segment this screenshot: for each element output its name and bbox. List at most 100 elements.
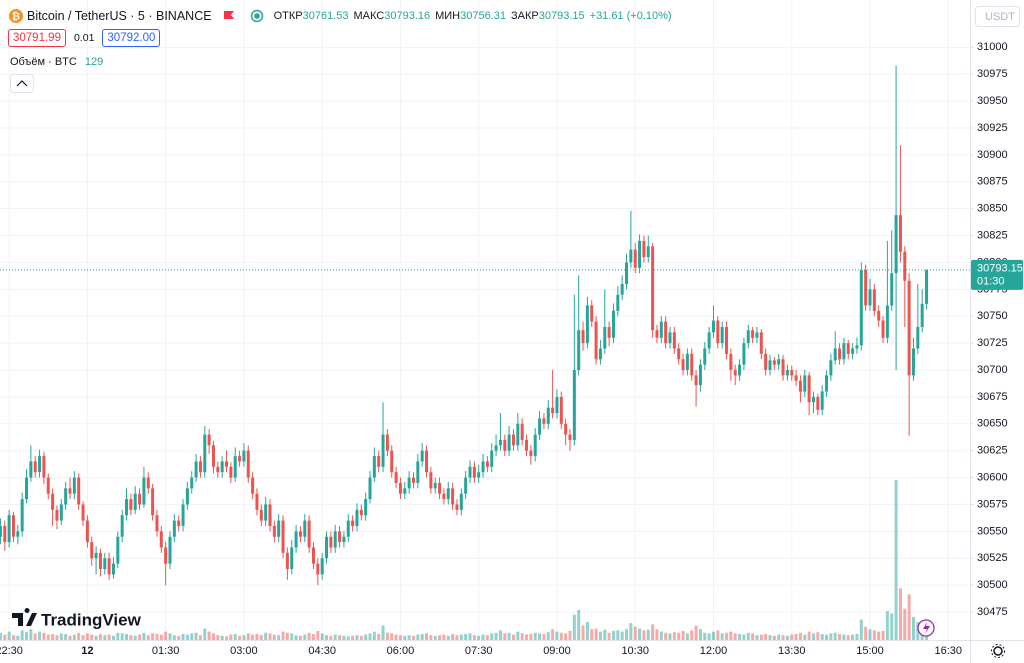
candle-body: [811, 396, 815, 403]
candle-body: [738, 364, 742, 376]
volume-bar: [877, 631, 881, 640]
candle-body: [838, 348, 842, 360]
volume-bar: [116, 632, 120, 640]
volume-bar: [407, 635, 411, 640]
volume-bar: [711, 631, 715, 640]
volume-bar: [672, 632, 676, 640]
volume-bar: [181, 633, 185, 640]
candle-body: [529, 450, 533, 457]
volume-bar: [525, 634, 529, 640]
candle-body: [407, 477, 411, 489]
high-value: 30793.16: [384, 10, 431, 22]
candle-body: [642, 240, 646, 258]
x-tick-label: 10:30: [621, 645, 649, 657]
volume-bar: [546, 632, 550, 640]
volume-bar: [168, 633, 172, 640]
volume-bar: [646, 629, 650, 640]
volume-bar: [277, 635, 281, 640]
volume-bar: [494, 632, 498, 640]
candle-body: [316, 563, 320, 575]
volume-bar: [829, 633, 833, 640]
bid-box[interactable]: 30791.99: [8, 29, 66, 47]
candle-body: [111, 563, 115, 575]
volume-bar: [690, 630, 694, 640]
volume-bar: [811, 633, 815, 640]
candle-body: [620, 283, 624, 295]
volume-bar: [325, 635, 329, 640]
candle-body: [303, 520, 307, 537]
candle-body: [803, 375, 807, 392]
candle-body: [120, 515, 124, 537]
volume-layer: [0, 480, 929, 640]
volume-bar: [246, 633, 250, 640]
x-tick-label: 07:30: [465, 645, 493, 657]
currency-box[interactable]: [975, 6, 1020, 27]
volume-bar: [611, 630, 615, 640]
volume-bar: [638, 628, 642, 640]
symbol[interactable]: Bitcoin / TetherUS · 5 · BINANCE: [27, 9, 212, 23]
y-tick-label: 30525: [977, 552, 1008, 564]
candle-body: [255, 493, 259, 510]
candle-body: [77, 477, 81, 505]
volume-bar: [764, 633, 768, 640]
candle-body: [455, 504, 459, 510]
volume-bar: [64, 633, 68, 640]
volume-bar: [472, 635, 476, 640]
volume-bar: [738, 633, 742, 640]
candle-body: [820, 391, 824, 410]
volume-bar: [438, 635, 442, 640]
candle-body: [555, 396, 559, 414]
candle-body: [698, 364, 702, 386]
volume-bar: [851, 634, 855, 640]
volume-bar: [303, 634, 307, 640]
volume-bar: [716, 630, 720, 640]
candle-body: [611, 310, 615, 338]
ask-box[interactable]: 30792.00: [102, 29, 161, 47]
volume-bar: [572, 614, 576, 640]
candle-body: [294, 531, 298, 548]
volume-bar: [203, 628, 207, 640]
candle-body: [485, 461, 489, 467]
volume-bar: [420, 633, 424, 640]
volume-bar: [790, 634, 794, 640]
volume-bar: [568, 630, 572, 640]
volume-bar: [855, 633, 859, 640]
settings-icon[interactable]: [993, 646, 1003, 656]
candle-body: [616, 294, 620, 311]
volume-bar: [694, 625, 698, 640]
volume-bar: [111, 635, 115, 640]
volume-bar: [551, 629, 555, 640]
volume-bar: [346, 636, 350, 640]
candle-body: [329, 536, 333, 548]
logo: TradingView: [12, 608, 142, 629]
volume-bar: [281, 631, 285, 640]
volume-bar: [98, 633, 102, 640]
candle-body: [394, 472, 398, 483]
flag-icon[interactable]: [222, 9, 236, 23]
volume-bar: [290, 633, 294, 640]
candle-body: [46, 477, 50, 494]
price-label: 30793.15: [977, 263, 1023, 275]
volume-bar: [198, 635, 202, 640]
volume-bar: [368, 633, 372, 640]
candle-body: [311, 547, 315, 564]
candle-body: [925, 269, 929, 304]
candle-body: [755, 332, 759, 338]
candle-body: [603, 326, 607, 349]
y-tick-label: 30875: [977, 176, 1008, 188]
candle-body: [203, 434, 207, 473]
volume-bar: [872, 630, 876, 640]
candle-body: [64, 488, 68, 505]
candle-body: [498, 439, 502, 446]
candle-body: [694, 375, 698, 386]
volume-bar: [616, 630, 620, 640]
volume-bar: [520, 633, 524, 640]
volume-bar: [542, 633, 546, 640]
volume-bar: [759, 634, 763, 640]
volume-bar: [146, 635, 150, 640]
candle-body: [251, 477, 255, 494]
volume-bar: [320, 633, 324, 640]
volume-bar: [242, 635, 246, 640]
candle-body: [851, 348, 855, 354]
collapse-button[interactable]: [10, 74, 34, 93]
